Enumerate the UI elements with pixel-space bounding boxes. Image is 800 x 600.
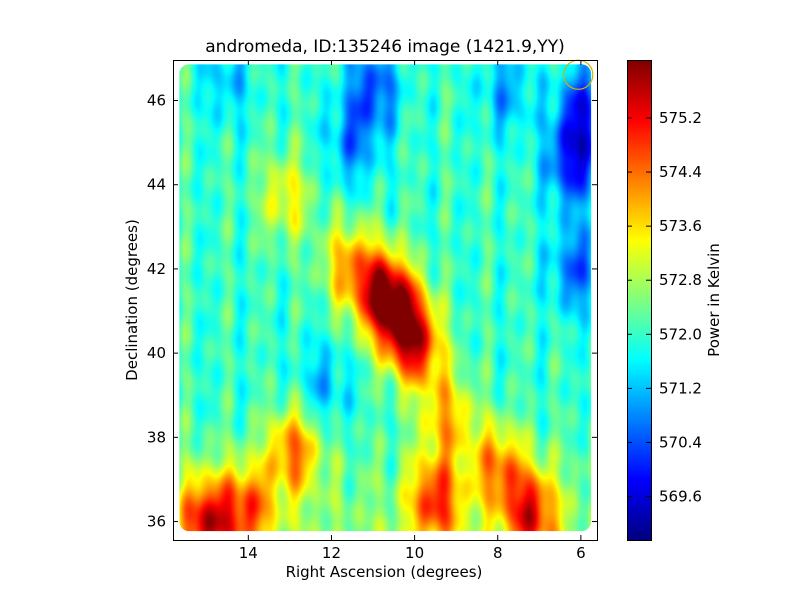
y-tick-label: 36: [147, 513, 166, 531]
chart-title: andromeda, ID:135246 image (1421.9,YY): [205, 37, 564, 57]
y-axis-label: Declination (degrees): [123, 219, 141, 381]
colorbar-tick-label: 569.6: [659, 488, 702, 506]
y-tick-label: 40: [147, 344, 166, 362]
plot-area: 14 12 10 8 6 36 38 40 42 44 46: [147, 59, 598, 562]
colorbar-label: Power in Kelvin: [705, 243, 723, 357]
x-axis-ticks: 14 12 10 8 6: [239, 60, 586, 562]
colorbar-frame: [627, 60, 652, 541]
x-tick-label: 14: [239, 544, 258, 562]
colorbar-tick-label: 572.0: [659, 325, 702, 343]
colorbar-tick-label: 572.8: [659, 271, 702, 289]
x-tick-label: 8: [493, 544, 503, 562]
y-tick-label: 38: [147, 428, 166, 446]
heatmap-raster: [179, 64, 592, 532]
y-tick-label: 44: [147, 176, 166, 194]
axes-frame: [173, 60, 598, 541]
heatmap-image: [179, 64, 592, 532]
x-tick-label: 12: [322, 544, 341, 562]
colorbar-gradient: [627, 60, 651, 540]
x-axis-label: Right Ascension (degrees): [286, 563, 483, 581]
colorbar-tick-label: 575.2: [659, 109, 702, 127]
x-tick-label: 10: [405, 544, 424, 562]
y-tick-label: 42: [147, 260, 166, 278]
colorbar-tick-label: 574.4: [659, 163, 702, 181]
y-axis-ticks: 36 38 40 42 44 46: [147, 92, 597, 531]
colorbar-ticks: 569.6 570.4 571.2 572.0 572.8 573.6 574.4 575.2: [627, 109, 702, 506]
y-tick-label: 46: [147, 92, 166, 110]
colorbar-tick-label: 571.2: [659, 379, 702, 397]
colorbar-tick-label: 570.4: [659, 433, 702, 451]
x-tick-label: 6: [576, 544, 586, 562]
colorbar: 569.6 570.4 571.2 572.0 572.8 573.6 574.4 575.2…: [627, 60, 723, 541]
colorbar-tick-label: 573.6: [659, 217, 702, 235]
